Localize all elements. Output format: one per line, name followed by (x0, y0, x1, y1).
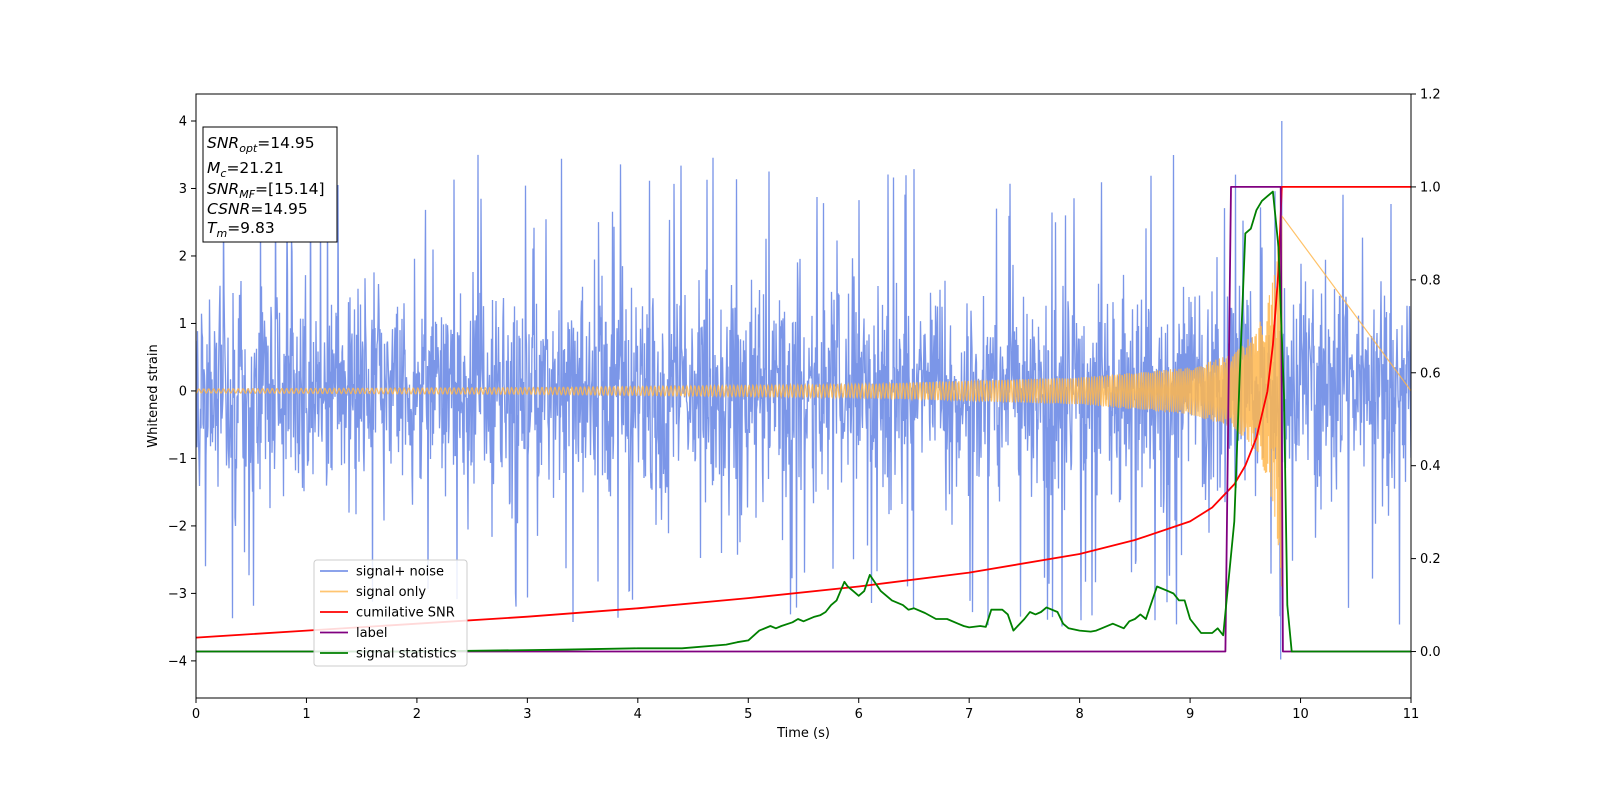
info-snr-mf: SNRMF=[15.14] (207, 180, 325, 201)
x-tick-label: 6 (855, 707, 863, 722)
info-mc-label: M (207, 159, 220, 177)
x-tick-label: 0 (192, 707, 200, 722)
series-signal-only (196, 199, 1411, 587)
info-snr-opt-value: =14.95 (257, 134, 314, 152)
y-left-tick-label: 3 (179, 182, 187, 197)
axes: Time (s) Whitened strain 0 1 2 3 4 5 6 7 8 9 10 11−… (146, 88, 1441, 742)
x-tick-label: 8 (1075, 707, 1083, 722)
y-right-tick-label: 1.0 (1420, 180, 1441, 195)
info-csnr-label: CSNR (207, 200, 250, 218)
info-tm: Tm=9.83 (207, 219, 275, 240)
x-tick-label: 10 (1292, 707, 1309, 722)
info-tm-sub: m (216, 227, 227, 240)
series-cumulative-snr (196, 186, 1411, 639)
info-tm-label: T (207, 219, 218, 237)
legend-label: signal+ noise (356, 565, 444, 580)
x-tick-label: 7 (965, 707, 973, 722)
legend-label: label (356, 626, 387, 641)
info-box-frame (202, 126, 338, 243)
y-left-tick-label: 0 (179, 384, 187, 399)
plot-area (196, 121, 1411, 660)
y-right-tick-label: 1.2 (1420, 88, 1441, 103)
y-right-tick-label: 0.4 (1420, 459, 1441, 474)
y-right-tick-label: 0.6 (1420, 366, 1441, 381)
y-left-tick-label: −4 (168, 654, 187, 669)
info-snr-mf-sub: MF (239, 188, 255, 201)
x-tick-label: 5 (744, 707, 752, 722)
x-tick-label: 2 (413, 707, 421, 722)
y-left-tick-label: −2 (168, 519, 187, 534)
series-signal-statistics (196, 190, 1411, 653)
y-left-tick-label: 2 (179, 249, 187, 264)
x-tick-label: 11 (1403, 707, 1420, 722)
legend-label: cumilative SNR (356, 606, 455, 621)
info-tm-value: =9.83 (227, 219, 275, 237)
y-axis-label: Whitened strain (146, 344, 161, 447)
info-csnr-value: =14.95 (250, 200, 307, 218)
y-left-tick-label: −3 (168, 587, 187, 602)
legend-label: signal only (356, 585, 426, 600)
y-right-tick-label: 0.8 (1420, 273, 1441, 288)
legend-frame (313, 559, 468, 667)
x-tick-label: 3 (523, 707, 531, 722)
info-snr-opt-label: SNR (207, 134, 239, 152)
x-tick-label: 1 (302, 707, 310, 722)
info-snr-mf-value: =[15.14] (255, 180, 324, 198)
info-mc: Mc=21.21 (207, 159, 284, 180)
y-left-tick-label: −1 (168, 452, 187, 467)
y-left-tick-label: 4 (179, 114, 187, 129)
info-box: SNRopt=14.95 Mc=21.21 SNRMF=[15.14] CSNR… (202, 126, 338, 243)
legend-label: signal statistics (356, 647, 457, 662)
y-right-tick-label: 0.0 (1420, 645, 1441, 660)
x-tick-label: 4 (634, 707, 642, 722)
info-snr-opt: SNRopt=14.95 (207, 134, 315, 155)
x-tick-label: 9 (1186, 707, 1194, 722)
info-mc-sub: c (220, 167, 226, 180)
plot-frame (195, 93, 1412, 699)
y-left-tick-label: 1 (179, 317, 187, 332)
info-snr-opt-sub: opt (239, 142, 258, 155)
legend: signal+ noise signal only cumilative SNR la… (313, 559, 468, 667)
info-csnr: CSNR=14.95 (207, 200, 308, 218)
x-axis-label: Time (s) (776, 726, 830, 741)
info-mc-value: =21.21 (226, 159, 283, 177)
info-snr-mf-label: SNR (207, 180, 239, 198)
y-right-tick-label: 0.2 (1420, 552, 1441, 567)
